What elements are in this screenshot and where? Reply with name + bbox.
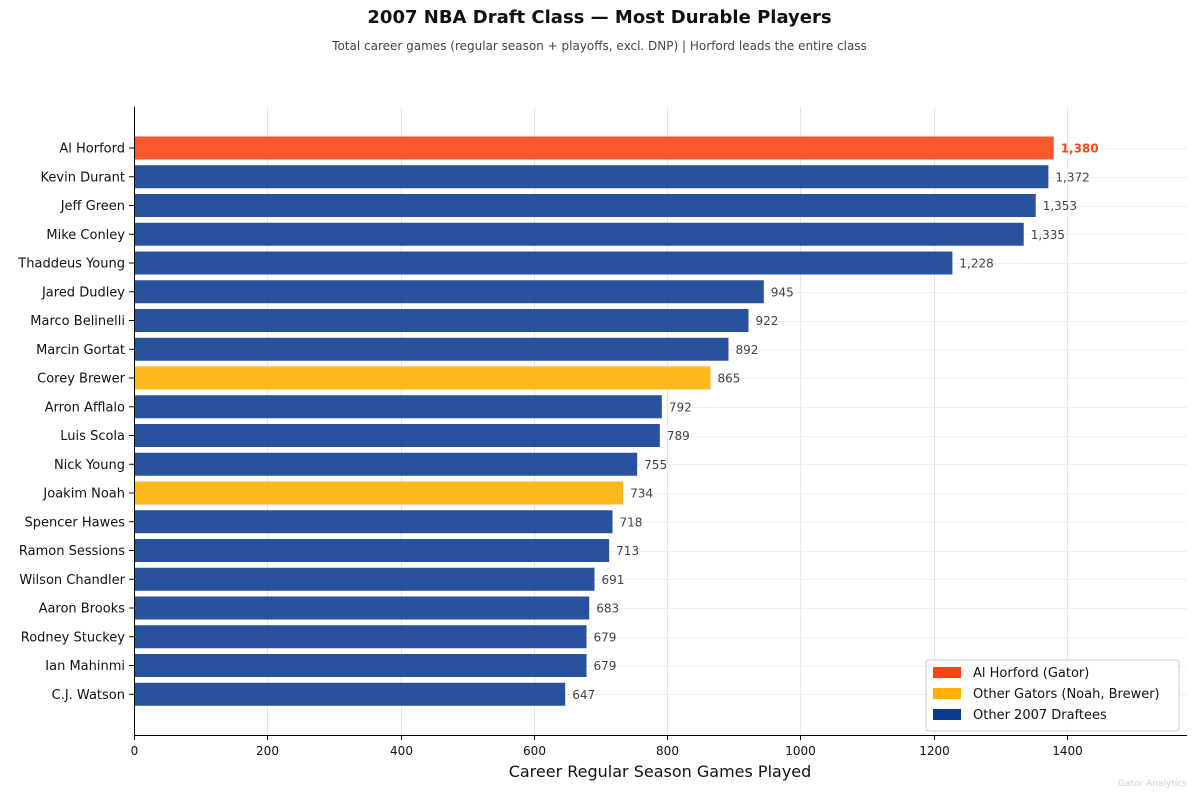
y-tick-label: Ian Mahinmi <box>45 659 125 674</box>
y-tick-label: Spencer Hawes <box>24 515 125 530</box>
bar <box>134 309 749 332</box>
legend-swatch <box>933 688 961 699</box>
bar <box>134 194 1036 217</box>
bar <box>134 337 729 361</box>
bar <box>134 136 1054 160</box>
y-tick-label: Joakim Noah <box>42 487 125 502</box>
bar <box>134 165 1049 189</box>
value-label: 713 <box>616 544 639 558</box>
value-label: 734 <box>630 487 653 501</box>
x-tick-label: 400 <box>390 744 413 758</box>
value-label: 691 <box>602 573 625 587</box>
y-tick-label: Marco Belinelli <box>30 314 125 329</box>
bar <box>134 654 587 677</box>
y-tick-label: Aaron Brooks <box>39 602 126 617</box>
bar <box>134 424 660 447</box>
value-label: 892 <box>735 343 758 357</box>
bar <box>134 510 613 534</box>
chart-subtitle: Total career games (regular season + pla… <box>332 39 867 53</box>
bar <box>134 625 587 649</box>
axes <box>129 107 1187 740</box>
y-tick-labels: Al Horford Kevin Durant Jeff Green Mike Con… <box>17 142 125 703</box>
y-tick-label: Corey Brewer <box>37 372 126 387</box>
legend: Al Horford (Gator) Other Gators (Noah, Br… <box>925 659 1180 732</box>
bar <box>134 539 610 562</box>
value-label: 922 <box>755 314 778 328</box>
legend-label: Al Horford (Gator) <box>973 666 1089 681</box>
bar <box>134 251 953 275</box>
bar <box>134 280 764 304</box>
watermark: Gator Analytics <box>1118 779 1187 789</box>
y-tick-label: Al Horford <box>59 142 125 157</box>
value-label: 683 <box>596 602 619 616</box>
value-label: 718 <box>620 515 643 529</box>
x-tick-label: 1000 <box>785 744 816 758</box>
y-tick-label: Mike Conley <box>46 228 125 243</box>
value-label: 679 <box>594 659 617 673</box>
y-tick-label: C.J. Watson <box>52 688 125 703</box>
bars <box>134 136 1054 706</box>
value-label: 1,335 <box>1031 228 1065 242</box>
legend-swatch <box>933 709 961 720</box>
legend-swatch <box>933 667 961 678</box>
x-tick-label: 600 <box>523 744 546 758</box>
value-label: 647 <box>572 688 595 702</box>
x-tick-labels: 0 200 400 600 800 1000 1200 1400 <box>131 744 1083 758</box>
value-label: 1,228 <box>959 257 993 271</box>
x-tick-label: 0 <box>131 744 139 758</box>
bar <box>134 222 1024 246</box>
y-tick-label: Luis Scola <box>60 429 125 444</box>
y-tick-label: Marcin Gortat <box>36 343 125 358</box>
y-tick-label: Kevin Durant <box>41 170 125 185</box>
x-tick-label: 1200 <box>919 744 950 758</box>
legend-label: Other 2007 Draftees <box>973 708 1107 723</box>
x-tick-label: 200 <box>256 744 279 758</box>
y-tick-label: Nick Young <box>54 458 125 473</box>
bar <box>134 567 595 591</box>
y-tick-label: Jared Dudley <box>41 285 125 300</box>
value-label: 755 <box>644 458 667 472</box>
value-label: 792 <box>669 400 692 414</box>
x-axis-label: Career Regular Season Games Played <box>509 762 812 781</box>
y-tick-label: Ramon Sessions <box>19 544 125 559</box>
y-tick-label: Wilson Chandler <box>19 573 125 588</box>
legend-frame <box>925 659 1180 732</box>
y-tick-label: Rodney Stuckey <box>21 630 126 645</box>
value-label: 679 <box>594 630 617 644</box>
value-label: 789 <box>667 429 690 443</box>
bar <box>134 682 566 706</box>
bar <box>134 596 590 620</box>
x-tick-label: 800 <box>656 744 679 758</box>
value-label: 945 <box>771 285 794 299</box>
y-tick-label: Arron Afflalo <box>45 400 125 415</box>
chart-title: 2007 NBA Draft Class — Most Durable Play… <box>367 7 832 28</box>
value-label: 1,380 <box>1061 142 1099 156</box>
x-tick-label: 1400 <box>1052 744 1083 758</box>
y-tick-label: Thaddeus Young <box>17 257 125 272</box>
y-tick-label: Jeff Green <box>60 199 125 214</box>
bar <box>134 452 638 476</box>
legend-label: Other Gators (Noah, Brewer) <box>973 687 1160 702</box>
value-label: 1,353 <box>1043 199 1077 213</box>
bar <box>134 395 662 419</box>
value-labels: 1,380 1,372 1,353 1,335 1,228 945 922 892 865 792… <box>572 142 1098 702</box>
bar <box>134 481 624 505</box>
value-label: 865 <box>717 372 740 386</box>
bar <box>134 366 711 390</box>
value-label: 1,372 <box>1055 170 1089 184</box>
